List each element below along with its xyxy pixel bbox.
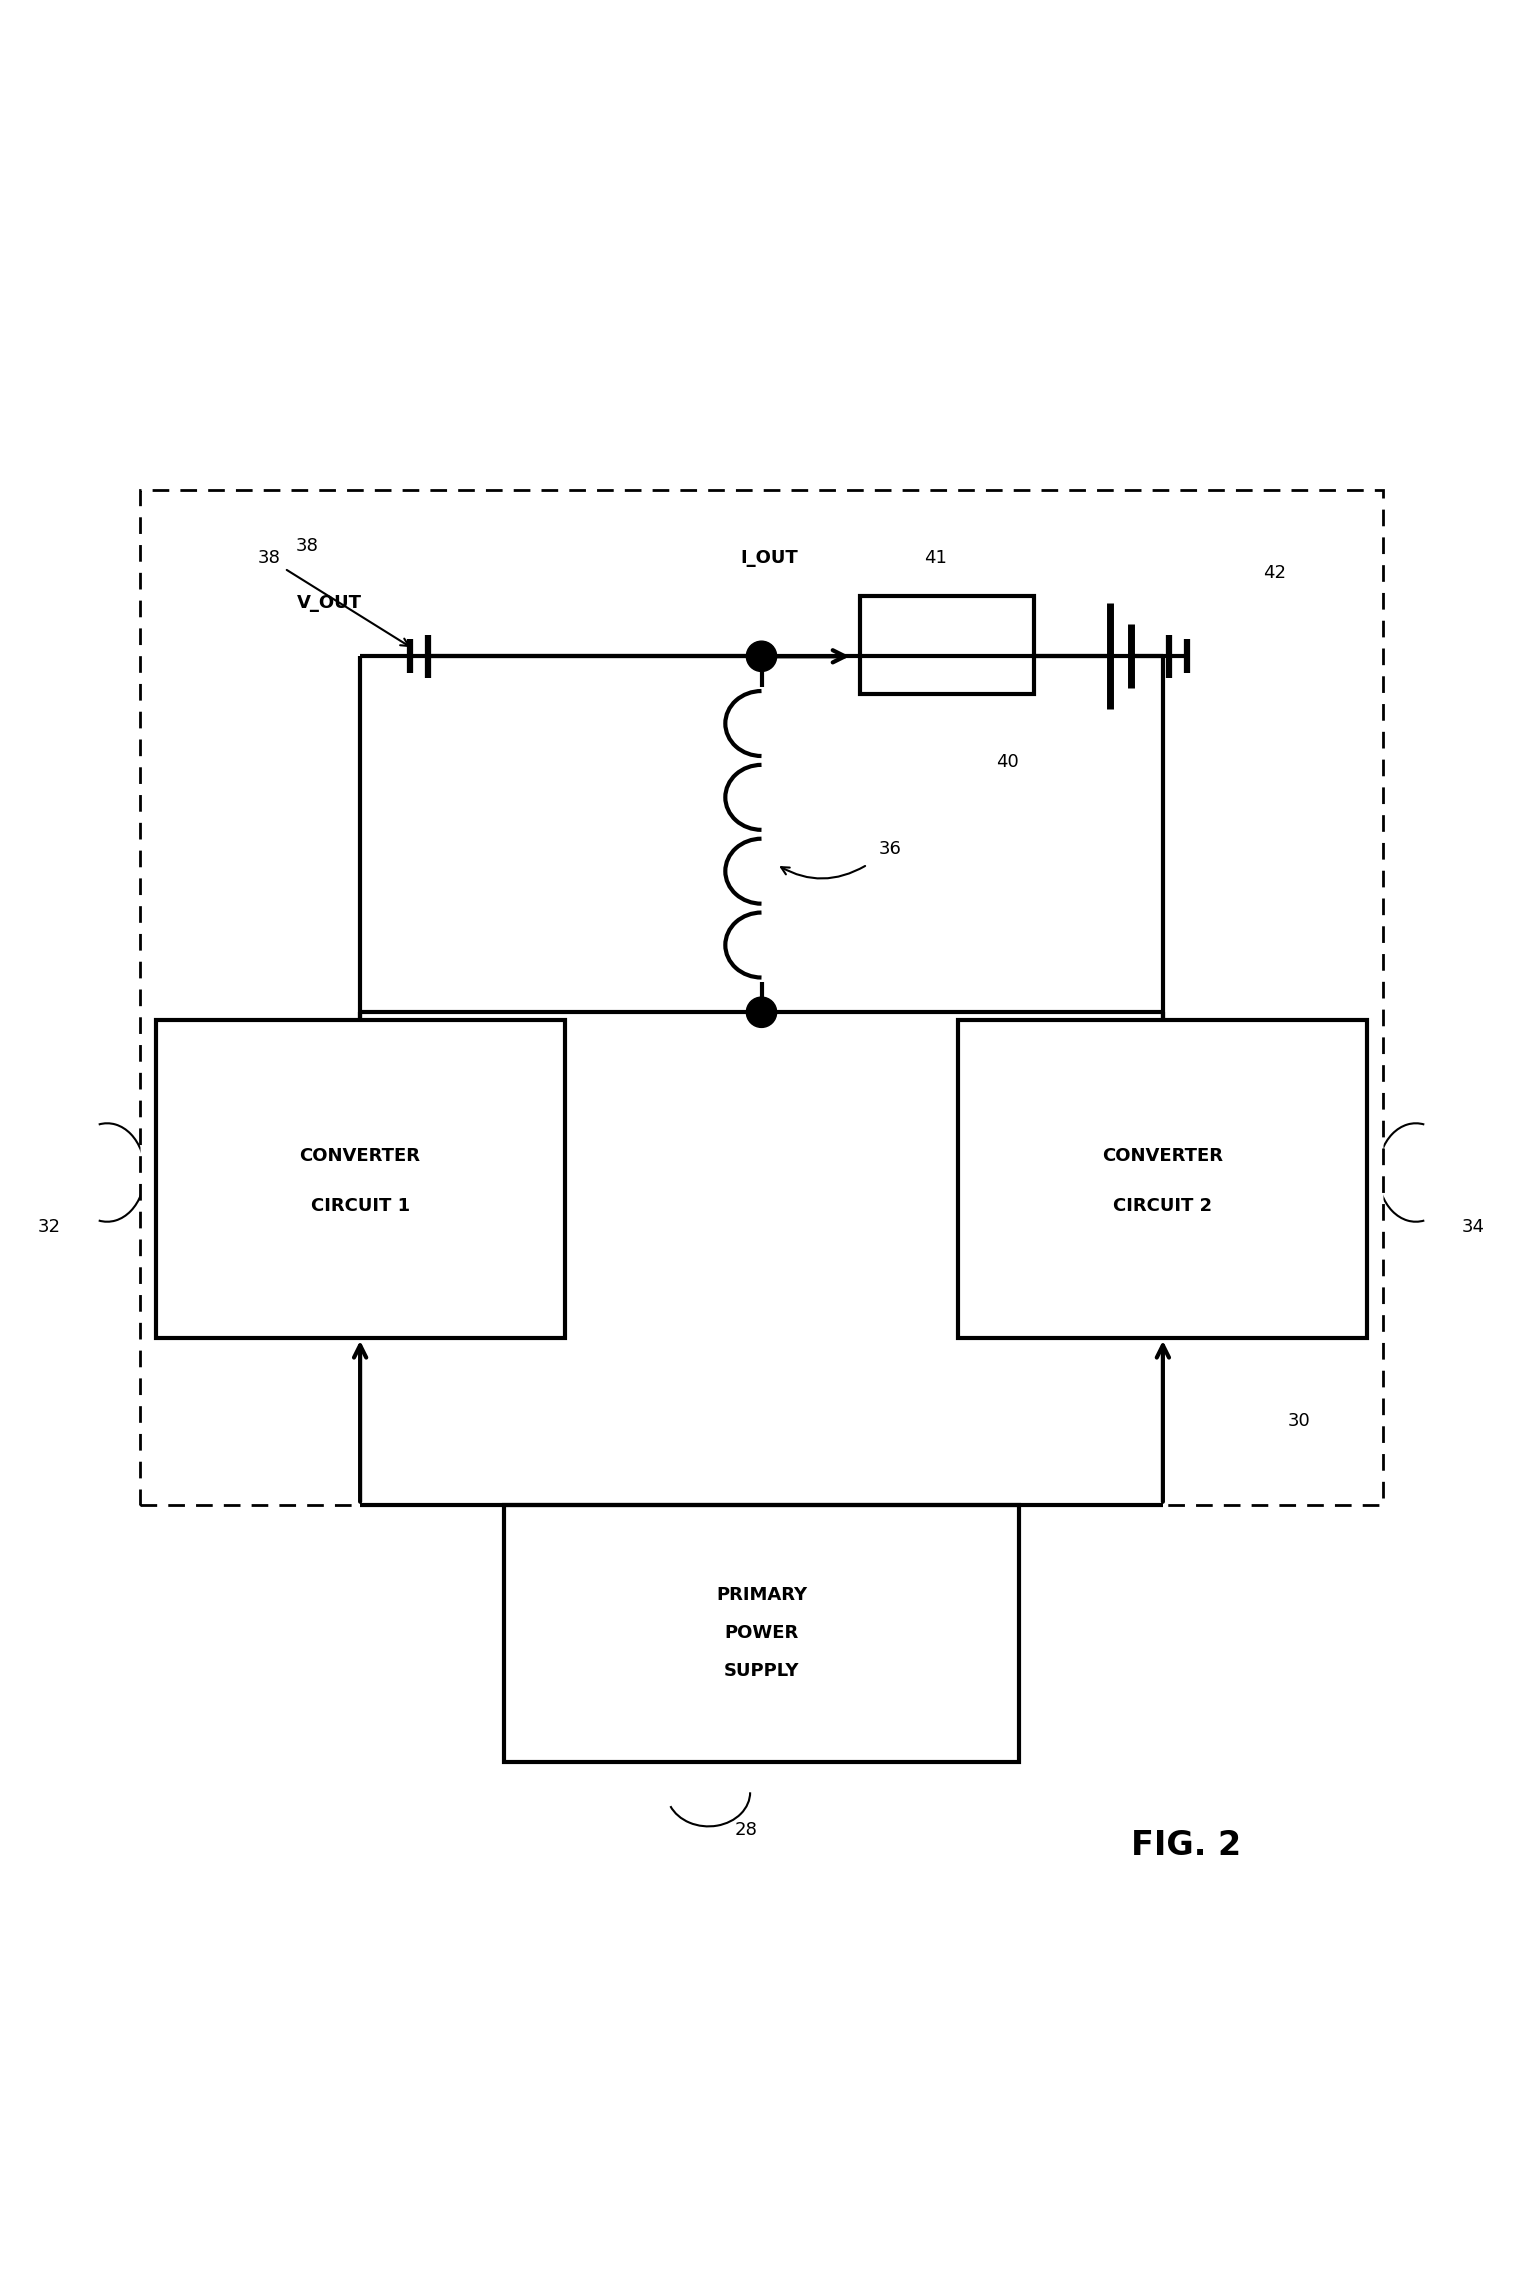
Text: 32: 32	[38, 1219, 61, 1235]
FancyBboxPatch shape	[140, 491, 1383, 1504]
Text: 30: 30	[1288, 1413, 1311, 1431]
FancyBboxPatch shape	[860, 596, 1034, 694]
Circle shape	[746, 641, 777, 671]
Text: 42: 42	[1264, 564, 1287, 582]
Text: 38: 38	[257, 550, 280, 566]
Text: 28: 28	[736, 1821, 758, 1839]
FancyBboxPatch shape	[958, 1020, 1368, 1337]
Text: I_OUT: I_OUT	[740, 550, 798, 566]
Text: CIRCUIT 1: CIRCUIT 1	[311, 1198, 410, 1214]
Text: CONVERTER: CONVERTER	[300, 1148, 420, 1166]
Text: 41: 41	[924, 550, 947, 566]
Circle shape	[746, 997, 777, 1027]
Text: POWER: POWER	[725, 1625, 798, 1643]
Text: V_OUT: V_OUT	[297, 593, 362, 612]
Text: CIRCUIT 2: CIRCUIT 2	[1113, 1198, 1212, 1214]
Text: 38: 38	[295, 536, 318, 555]
Text: CONVERTER: CONVERTER	[1103, 1148, 1223, 1166]
Text: 36: 36	[879, 840, 902, 858]
FancyBboxPatch shape	[155, 1020, 565, 1337]
FancyBboxPatch shape	[504, 1504, 1019, 1762]
Text: 40: 40	[996, 753, 1019, 771]
Text: FIG. 2: FIG. 2	[1130, 1828, 1241, 1862]
Text: SUPPLY: SUPPLY	[723, 1661, 800, 1680]
Text: 34: 34	[1462, 1219, 1485, 1235]
Text: PRIMARY: PRIMARY	[716, 1586, 807, 1604]
